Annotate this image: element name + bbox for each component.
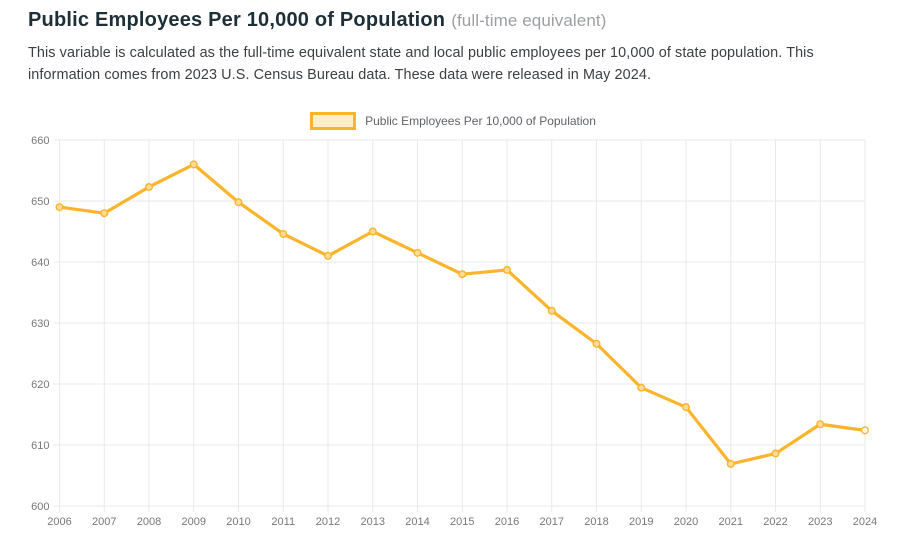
y-axis-label: 610	[31, 440, 49, 452]
data-point[interactable]	[682, 403, 691, 412]
x-axis-label: 2016	[495, 516, 519, 528]
x-axis-label: 2012	[316, 516, 340, 528]
data-point[interactable]	[413, 248, 422, 257]
page-subtitle: (full-time equivalent)	[451, 11, 607, 30]
data-point[interactable]	[547, 306, 556, 315]
page-title: Public Employees Per 10,000 of Populatio…	[28, 8, 878, 33]
x-axis-label: 2023	[808, 516, 832, 528]
x-axis-label: 2017	[540, 516, 564, 528]
data-point[interactable]	[234, 198, 243, 207]
x-axis-label: 2024	[853, 516, 877, 528]
line-chart[interactable]: 600 610 620 630 640 650 660 2006 2007 2008 2009 201…	[0, 133, 906, 545]
data-point[interactable]	[816, 420, 825, 429]
header: Public Employees Per 10,000 of Populatio…	[0, 0, 906, 86]
y-axis-label: 640	[31, 257, 49, 269]
x-axis-label: 2020	[674, 516, 698, 528]
data-point[interactable]	[144, 182, 153, 191]
x-axis-label: 2013	[361, 516, 385, 528]
data-point[interactable]	[861, 426, 870, 435]
y-axis-label: 630	[31, 318, 49, 330]
data-point[interactable]	[279, 229, 288, 238]
description-text: This variable is calculated as the full-…	[28, 45, 814, 83]
x-axis-label: 2007	[92, 516, 116, 528]
x-axis-label: 2022	[763, 516, 787, 528]
data-point[interactable]	[771, 449, 780, 458]
x-axis-label: 2014	[405, 516, 429, 528]
data-point[interactable]	[726, 459, 735, 468]
legend-label: Public Employees Per 10,000 of Populatio…	[365, 113, 596, 128]
legend-swatch-icon	[310, 111, 357, 130]
x-axis-label: 2019	[629, 516, 653, 528]
x-axis-label: 2021	[719, 516, 743, 528]
data-point[interactable]	[324, 251, 333, 260]
data-point[interactable]	[368, 227, 377, 236]
data-point[interactable]	[55, 203, 64, 212]
data-point[interactable]	[503, 265, 512, 274]
y-axis-label: 620	[31, 379, 49, 391]
x-axis-label: 2018	[584, 516, 608, 528]
data-point[interactable]	[458, 270, 467, 279]
data-point[interactable]	[100, 209, 109, 218]
x-axis-label: 2010	[226, 516, 250, 528]
page-title-text: Public Employees Per 10,000 of Populatio…	[28, 9, 446, 31]
y-axis-label: 660	[31, 135, 49, 147]
data-point[interactable]	[189, 160, 198, 169]
data-point[interactable]	[637, 383, 646, 392]
x-axis-label: 2008	[137, 516, 161, 528]
y-axis-label: 600	[31, 501, 49, 513]
x-axis-label: 2006	[47, 516, 71, 528]
data-point[interactable]	[592, 339, 601, 348]
x-axis-label: 2011	[271, 516, 295, 528]
x-axis-label: 2015	[450, 516, 474, 528]
y-axis-label: 650	[31, 196, 49, 208]
chart-legend[interactable]: Public Employees Per 10,000 of Populatio…	[0, 111, 906, 130]
x-axis-label: 2009	[182, 516, 206, 528]
